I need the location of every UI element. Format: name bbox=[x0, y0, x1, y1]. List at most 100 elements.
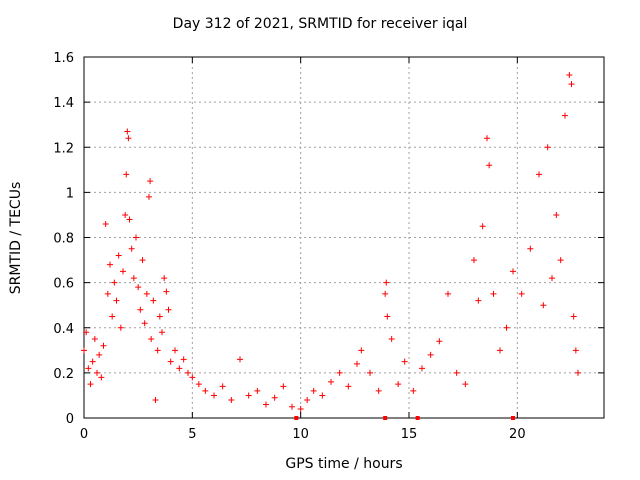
y-tick-label: 1.6 bbox=[53, 51, 74, 66]
axis-marker bbox=[383, 416, 388, 420]
data-point bbox=[83, 329, 90, 336]
y-tick-label: 0.4 bbox=[53, 322, 74, 337]
data-point bbox=[271, 394, 278, 401]
grid-lines bbox=[84, 57, 604, 418]
data-point bbox=[527, 245, 534, 252]
data-point bbox=[553, 211, 560, 218]
data-point bbox=[484, 135, 490, 142]
data-point bbox=[566, 72, 573, 79]
data-point bbox=[147, 178, 154, 185]
data-point bbox=[100, 342, 107, 349]
axis-marker bbox=[415, 416, 420, 420]
data-point bbox=[219, 383, 226, 390]
data-point bbox=[122, 211, 129, 218]
data-point bbox=[572, 347, 579, 354]
data-point bbox=[562, 112, 568, 119]
data-point bbox=[310, 387, 317, 394]
data-point bbox=[570, 313, 577, 320]
data-point bbox=[117, 324, 124, 331]
data-point bbox=[410, 387, 417, 394]
data-point bbox=[109, 313, 116, 320]
data-point bbox=[135, 284, 142, 291]
data-point bbox=[159, 329, 165, 336]
axis-marker bbox=[511, 416, 515, 420]
data-point bbox=[510, 268, 516, 275]
data-point bbox=[304, 396, 311, 403]
y-tick-label: 1 bbox=[66, 186, 74, 201]
data-point bbox=[141, 320, 148, 327]
data-point bbox=[111, 279, 118, 286]
data-point bbox=[148, 336, 155, 343]
data-point bbox=[120, 268, 126, 275]
data-point bbox=[123, 171, 130, 178]
x-tick-label: 10 bbox=[292, 427, 309, 442]
x-tick-label: 15 bbox=[401, 427, 418, 442]
data-point bbox=[479, 223, 486, 230]
data-point bbox=[133, 234, 139, 241]
data-point bbox=[557, 257, 564, 264]
data-point bbox=[165, 306, 172, 313]
data-point bbox=[167, 358, 174, 365]
data-point bbox=[475, 297, 482, 304]
data-point bbox=[211, 392, 217, 399]
data-point bbox=[81, 347, 87, 354]
data-point bbox=[375, 387, 382, 394]
data-point bbox=[497, 347, 503, 354]
y-tick-label: 0.2 bbox=[53, 367, 74, 382]
data-point bbox=[445, 290, 451, 297]
data-point bbox=[113, 297, 120, 304]
data-point bbox=[150, 297, 157, 304]
y-tick-label: 0 bbox=[66, 412, 74, 427]
x-tick-label: 5 bbox=[188, 427, 196, 442]
data-point bbox=[89, 358, 96, 365]
data-points bbox=[81, 72, 581, 420]
data-point bbox=[146, 193, 152, 200]
data-point bbox=[189, 374, 196, 381]
data-point bbox=[228, 396, 235, 403]
data-point bbox=[419, 365, 425, 372]
x-axis-label: GPS time / hours bbox=[285, 456, 403, 472]
data-point bbox=[486, 162, 493, 169]
data-point bbox=[254, 387, 261, 394]
data-point bbox=[85, 365, 92, 372]
data-point bbox=[549, 275, 555, 282]
data-point bbox=[202, 387, 209, 394]
data-point bbox=[358, 347, 365, 354]
data-point bbox=[237, 356, 243, 363]
data-point bbox=[319, 392, 326, 399]
data-point bbox=[575, 369, 581, 376]
data-point bbox=[94, 369, 100, 376]
y-tick-label: 0.8 bbox=[53, 232, 74, 247]
data-point bbox=[126, 216, 133, 223]
data-point bbox=[388, 336, 395, 343]
data-point bbox=[104, 290, 111, 297]
data-point bbox=[180, 356, 187, 363]
data-point bbox=[297, 405, 304, 412]
data-point bbox=[245, 392, 252, 399]
x-ticks: 0 5 10 15 20 bbox=[80, 57, 526, 442]
data-point bbox=[345, 383, 352, 390]
data-point bbox=[124, 128, 131, 135]
data-point bbox=[143, 290, 150, 297]
y-ticks: 0 0.2 0.4 0.6 0.8 1 1.2 1.4 1.6 bbox=[53, 51, 604, 427]
data-point bbox=[367, 369, 373, 376]
data-point bbox=[289, 403, 295, 410]
data-point bbox=[462, 381, 469, 388]
data-point bbox=[436, 338, 443, 345]
data-point bbox=[107, 261, 113, 268]
data-point bbox=[536, 171, 542, 178]
x-tick-label: 20 bbox=[509, 427, 526, 442]
data-point bbox=[130, 275, 137, 282]
y-tick-label: 1.2 bbox=[53, 141, 74, 156]
data-point bbox=[518, 290, 525, 297]
data-point bbox=[152, 396, 159, 403]
data-point bbox=[125, 135, 132, 142]
data-point bbox=[540, 302, 547, 309]
data-point bbox=[156, 313, 163, 320]
data-point bbox=[185, 369, 191, 376]
chart-title: Day 312 of 2021, SRMTID for receiver iqa… bbox=[172, 16, 468, 32]
data-point bbox=[115, 252, 122, 259]
data-point bbox=[139, 257, 146, 264]
x-tick-label: 0 bbox=[80, 427, 88, 442]
